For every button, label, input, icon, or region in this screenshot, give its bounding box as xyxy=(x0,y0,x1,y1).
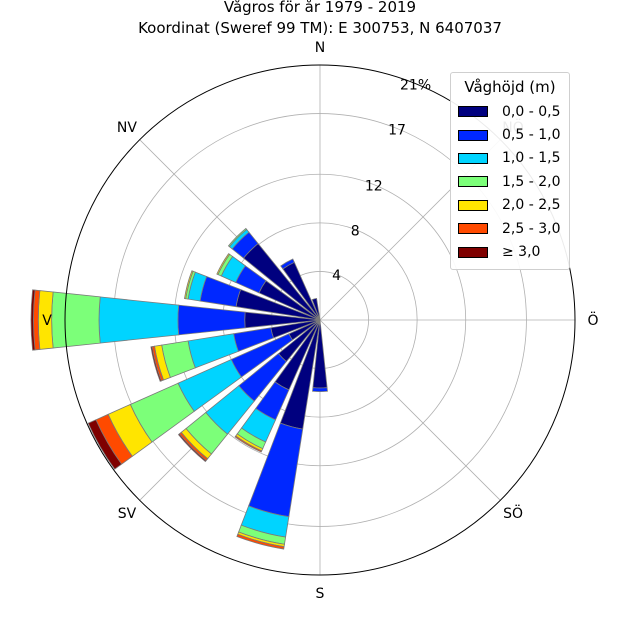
sector-bar-segment xyxy=(30,289,36,351)
direction-label: Ö xyxy=(587,311,598,329)
chart-title: Vågros för år 1979 - 2019 xyxy=(223,0,417,16)
grid-spoke xyxy=(319,319,501,501)
radial-tick-label: 21% xyxy=(400,77,431,93)
legend-swatch xyxy=(458,199,488,211)
legend-item: 1,5 - 2,0 xyxy=(451,170,569,193)
direction-label: NV xyxy=(117,120,137,136)
legend-item: 0,5 - 1,0 xyxy=(451,123,569,146)
legend-swatch xyxy=(458,176,488,188)
sector-bar-segment xyxy=(234,435,263,453)
outer-ring xyxy=(64,64,576,576)
sector-bar-segment xyxy=(177,304,246,336)
legend-label: 1,5 - 2,0 xyxy=(502,173,561,190)
sector-bars xyxy=(30,227,328,550)
chart-subtitle: Koordinat (Sweref 99 TM): E 300753, N 64… xyxy=(138,19,502,37)
sector-bar-segment xyxy=(87,419,123,470)
direction-label: S xyxy=(316,586,325,602)
sector-bar-segment xyxy=(312,387,328,393)
sector-bar-segment xyxy=(216,253,231,276)
radial-tick-label: 12 xyxy=(365,178,383,194)
legend-label: 2,5 - 3,0 xyxy=(502,220,561,237)
sector-bar-segment xyxy=(51,291,101,349)
radial-tick-label: 8 xyxy=(351,223,360,239)
sector-bar-segment xyxy=(177,433,207,463)
legend-label: 2,0 - 2,5 xyxy=(502,197,561,214)
legend-label: ≥ 3,0 xyxy=(502,244,541,261)
legend-item: 2,5 - 3,0 xyxy=(451,217,569,240)
sector-bar-segment xyxy=(184,270,194,300)
legend-swatch xyxy=(458,106,488,118)
radial-tick-label: 17 xyxy=(388,122,406,138)
legend-label: 1,0 - 1,5 xyxy=(502,150,561,167)
legend-title: Våghöjd (m) xyxy=(464,78,556,96)
direction-label: SÖ xyxy=(503,504,523,522)
legend-item: ≥ 3,0 xyxy=(451,240,569,263)
legend-swatch xyxy=(458,223,488,235)
legend-swatch xyxy=(458,152,488,164)
legend-item: 1,0 - 1,5 xyxy=(451,147,569,170)
direction-label: N xyxy=(315,40,325,56)
direction-label: V xyxy=(42,313,52,329)
legend-item: 2,0 - 2,5 xyxy=(451,194,569,217)
radial-tick-label: 4 xyxy=(332,268,341,284)
legend-swatch xyxy=(458,129,488,141)
legend-item: 0,0 - 0,5 xyxy=(451,100,569,123)
legend-items: 0,0 - 0,5 0,5 - 1,0 1,0 - 1,5 1,5 - 2,0 2,0 … xyxy=(451,100,569,264)
legend-label: 0,5 - 1,0 xyxy=(502,127,561,144)
sector-bar-segment xyxy=(280,258,295,270)
sector-bar-segment xyxy=(227,227,248,248)
legend-label: 0,0 - 0,5 xyxy=(502,103,561,120)
legend: Våghöjd (m) 0,0 - 0,5 0,5 - 1,0 1,0 - 1,5 1… xyxy=(450,72,570,270)
direction-label: SV xyxy=(118,506,137,522)
sector-bar-segment xyxy=(311,297,321,321)
sector-bar-segment xyxy=(150,346,162,382)
sector-bar-segment xyxy=(98,296,180,344)
sector-bar-segment xyxy=(236,533,285,550)
legend-swatch xyxy=(458,246,488,258)
